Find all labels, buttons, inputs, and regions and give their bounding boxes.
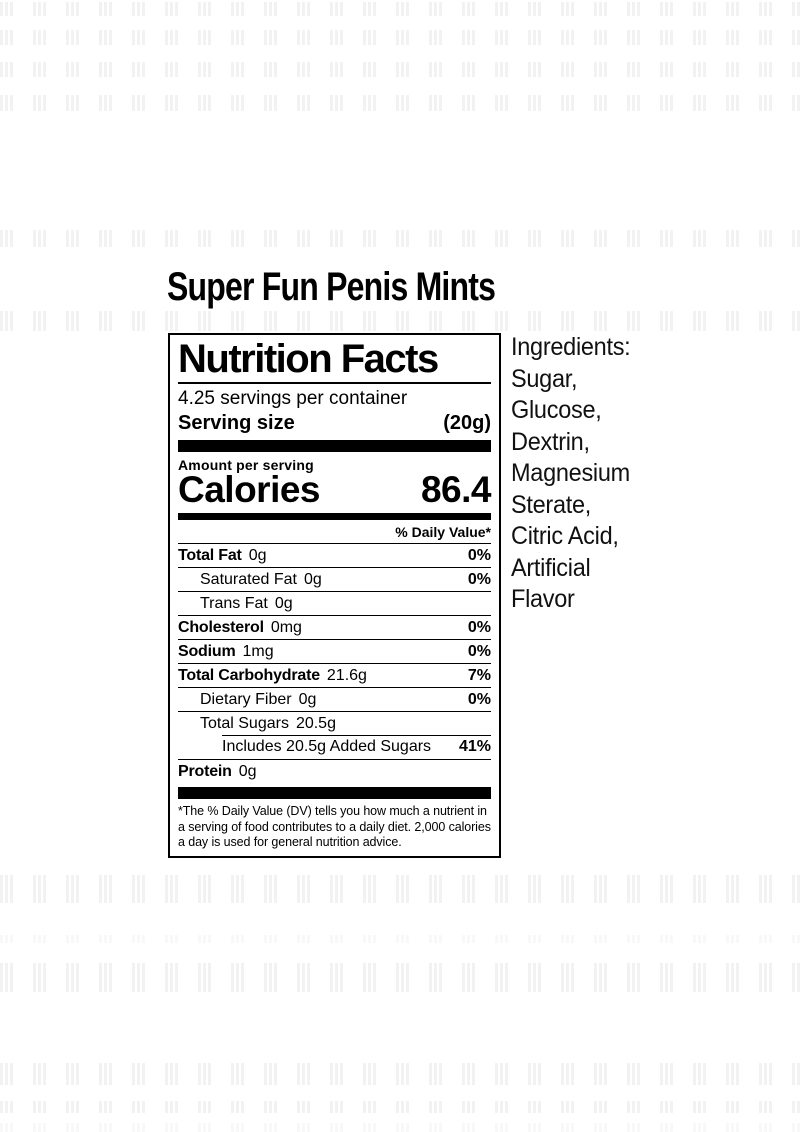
background-texture-row [0,230,800,247]
row-label: Dietary Fiber [200,690,292,708]
background-texture-row [0,30,800,45]
thick-divider-bar [178,440,491,452]
row-value: 20.5g [295,714,336,732]
row-label: Total Sugars [200,714,289,732]
daily-value-footnote: *The % Daily Value (DV) tells you how mu… [178,804,491,849]
row-label: Total Fat [178,546,242,564]
table-row: Total Fat 0g 0% [178,543,491,567]
serving-size-row: Serving size (20g) [178,410,491,436]
row-value: 0g [274,594,293,612]
background-texture-row [0,963,800,992]
table-row: Total Carbohydrate 21.6g 7% [178,663,491,687]
row-daily-value: 0% [467,546,491,564]
calories-value: 86.4 [420,469,492,510]
serving-size-value: (20g) [443,412,491,434]
background-texture-row [0,62,800,77]
row-value: 0g [238,762,257,780]
row-label: Cholesterol [178,618,264,636]
calories-row: Calories 86.4 [178,469,492,510]
row-value: 1mg [242,642,274,660]
amount-per-serving-label: Amount per serving [178,457,314,473]
table-row: Total Sugars 20.5g [178,711,491,735]
medium-divider-bar [178,513,491,520]
heading-rule [178,382,491,384]
table-row: Dietary Fiber 0g 0% [178,687,491,711]
calories-label: Calories [178,469,321,510]
background-texture-row [0,1123,800,1132]
row-label: Trans Fat [200,594,268,612]
nutrition-rows: Total Fat 0g 0% Saturated Fat 0g 0% Tran… [178,543,491,783]
table-row: Protein 0g [178,759,491,783]
row-daily-value: 0% [467,570,491,588]
ingredients-list: Ingredients: Sugar, Glucose, Dextrin, Ma… [511,333,631,613]
row-value: 0g [303,570,322,588]
thick-divider-bar [178,787,491,799]
row-label: Includes 20.5g Added Sugars [222,738,432,755]
background-texture-row [0,2,800,16]
table-row: Includes 20.5g Added Sugars 41% [178,735,491,759]
row-label: Saturated Fat [200,570,297,588]
serving-size-label: Serving size [178,412,295,434]
background-texture-row [0,1101,800,1113]
row-label: Protein [178,762,232,780]
table-row: Sodium 1mg 0% [178,639,491,663]
row-daily-value: 41% [458,738,491,755]
background-texture-row [0,935,800,943]
background-texture-row [0,311,800,331]
product-title: Super Fun Penis Mints [167,265,496,309]
row-label: Total Carbohydrate [178,666,320,684]
nutrition-facts-heading: Nutrition Facts [178,337,439,381]
table-row: Saturated Fat 0g 0% [178,567,491,591]
background-texture-row [0,875,800,903]
background-texture-row [0,95,800,111]
row-value: 0mg [270,618,302,636]
servings-per-container: 4.25 servings per container [178,388,408,409]
row-daily-value: 0% [467,618,491,636]
daily-value-header: % Daily Value* [395,524,491,540]
table-row: Cholesterol 0mg 0% [178,615,491,639]
row-value: 21.6g [326,666,367,684]
background-texture-row [0,1063,800,1085]
row-daily-value: 0% [467,642,491,660]
row-daily-value: 7% [467,666,491,684]
row-value: 0g [248,546,267,564]
row-daily-value: 0% [467,690,491,708]
row-value: 0g [298,690,317,708]
nutrition-facts-label: Nutrition Facts 4.25 servings per contai… [168,333,501,858]
table-row: Trans Fat 0g [178,591,491,615]
row-label: Sodium [178,642,236,660]
